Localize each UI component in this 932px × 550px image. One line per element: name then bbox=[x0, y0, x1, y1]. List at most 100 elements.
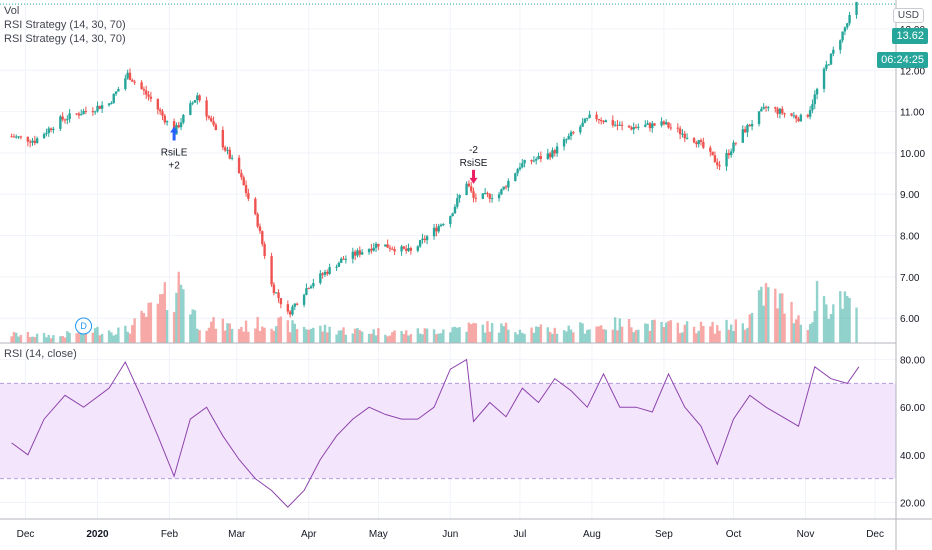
candle bbox=[319, 273, 322, 283]
volume-bar bbox=[537, 326, 540, 343]
volume-bar bbox=[634, 330, 638, 343]
candle bbox=[470, 186, 473, 192]
candle bbox=[432, 227, 436, 237]
candle bbox=[295, 303, 299, 305]
volume-bar bbox=[732, 330, 735, 343]
candle bbox=[117, 89, 120, 92]
candle bbox=[82, 110, 85, 115]
candle bbox=[237, 157, 241, 174]
volume-bar bbox=[523, 333, 526, 343]
candle bbox=[546, 153, 550, 160]
volume-bar bbox=[648, 331, 652, 343]
candle bbox=[718, 165, 721, 167]
candle bbox=[147, 94, 150, 97]
candle bbox=[465, 183, 468, 196]
candle bbox=[66, 119, 69, 121]
volume-bar bbox=[741, 323, 744, 343]
volume-bar bbox=[193, 310, 197, 343]
volume-bar bbox=[757, 290, 761, 343]
candle bbox=[110, 102, 113, 104]
candle bbox=[602, 121, 605, 123]
time-tick-label: Mar bbox=[228, 529, 246, 540]
candle bbox=[367, 248, 371, 253]
volume-bar bbox=[600, 325, 603, 343]
candle bbox=[553, 150, 556, 154]
volume-bar bbox=[507, 329, 510, 343]
candle bbox=[17, 136, 20, 138]
volume-bar bbox=[539, 324, 543, 343]
volume-bar bbox=[516, 334, 519, 343]
candle bbox=[597, 119, 601, 121]
candle bbox=[356, 250, 359, 256]
volume-bar bbox=[776, 308, 779, 343]
volume-bar bbox=[470, 324, 473, 343]
volume-bar bbox=[391, 332, 394, 343]
candle bbox=[75, 113, 78, 115]
volume-bar bbox=[794, 319, 798, 343]
volume-bar bbox=[664, 322, 668, 343]
volume-bar bbox=[175, 292, 178, 343]
legend-strategy-2[interactable]: RSI Strategy (14, 30, 70) bbox=[4, 33, 126, 45]
currency-button[interactable]: USD bbox=[892, 8, 924, 23]
volume-bar bbox=[604, 329, 608, 343]
candle bbox=[808, 110, 812, 117]
volume-bar bbox=[242, 331, 245, 343]
volume-bar bbox=[91, 332, 95, 343]
candle bbox=[42, 134, 46, 139]
volume-bar bbox=[442, 329, 445, 343]
candle bbox=[221, 129, 225, 148]
candle bbox=[611, 120, 615, 126]
volume-bar bbox=[695, 333, 698, 343]
volume-bar bbox=[425, 328, 429, 343]
volume-bar bbox=[595, 326, 598, 343]
volume-bar bbox=[370, 333, 373, 343]
volume-bar bbox=[620, 326, 624, 343]
volume-bar bbox=[147, 302, 150, 343]
volume-bar bbox=[400, 331, 403, 343]
candle bbox=[302, 294, 306, 305]
candle bbox=[548, 153, 552, 158]
volume-bar bbox=[393, 330, 396, 343]
volume-bar bbox=[165, 310, 169, 343]
candle bbox=[648, 123, 652, 129]
candle bbox=[562, 139, 566, 147]
volume-bar bbox=[256, 316, 259, 343]
candle bbox=[45, 133, 48, 135]
volume-bar bbox=[45, 337, 48, 343]
volume-bar bbox=[456, 327, 459, 343]
volume-bar bbox=[502, 326, 505, 343]
volume-bar bbox=[205, 330, 208, 343]
volume-bar bbox=[63, 337, 67, 343]
volume-bar bbox=[551, 333, 554, 343]
volume-bar bbox=[149, 302, 153, 343]
candle bbox=[651, 123, 654, 129]
candle bbox=[437, 226, 440, 232]
volume-bar bbox=[114, 334, 118, 343]
long-entry-arrow bbox=[170, 126, 179, 141]
volume-bar bbox=[716, 325, 719, 343]
volume-bar bbox=[254, 328, 257, 343]
volume-bar bbox=[709, 326, 712, 343]
candle bbox=[458, 195, 461, 199]
legend-vol[interactable]: Vol bbox=[4, 5, 20, 17]
volume-bar bbox=[490, 323, 494, 343]
candle bbox=[453, 206, 457, 214]
candle bbox=[340, 258, 343, 263]
volume-bar bbox=[372, 329, 375, 343]
candle bbox=[776, 108, 779, 114]
volume-bar bbox=[681, 332, 684, 343]
volume-bar bbox=[750, 312, 754, 343]
volume-bar bbox=[676, 322, 680, 343]
candle bbox=[407, 248, 410, 251]
price-tick-label: 12.00 bbox=[900, 66, 925, 77]
volume-bar bbox=[637, 329, 640, 343]
candle bbox=[618, 124, 621, 126]
legend-rsi[interactable]: RSI (14, close) bbox=[4, 348, 77, 360]
legend-strategy-1[interactable]: RSI Strategy (14, 30, 70) bbox=[4, 19, 126, 31]
volume-bar bbox=[453, 326, 457, 343]
volume-bar bbox=[451, 327, 454, 343]
candle bbox=[757, 111, 761, 125]
candle bbox=[839, 40, 842, 50]
rsi-tick-label: 60.00 bbox=[900, 403, 925, 414]
volume-bar bbox=[226, 323, 229, 343]
